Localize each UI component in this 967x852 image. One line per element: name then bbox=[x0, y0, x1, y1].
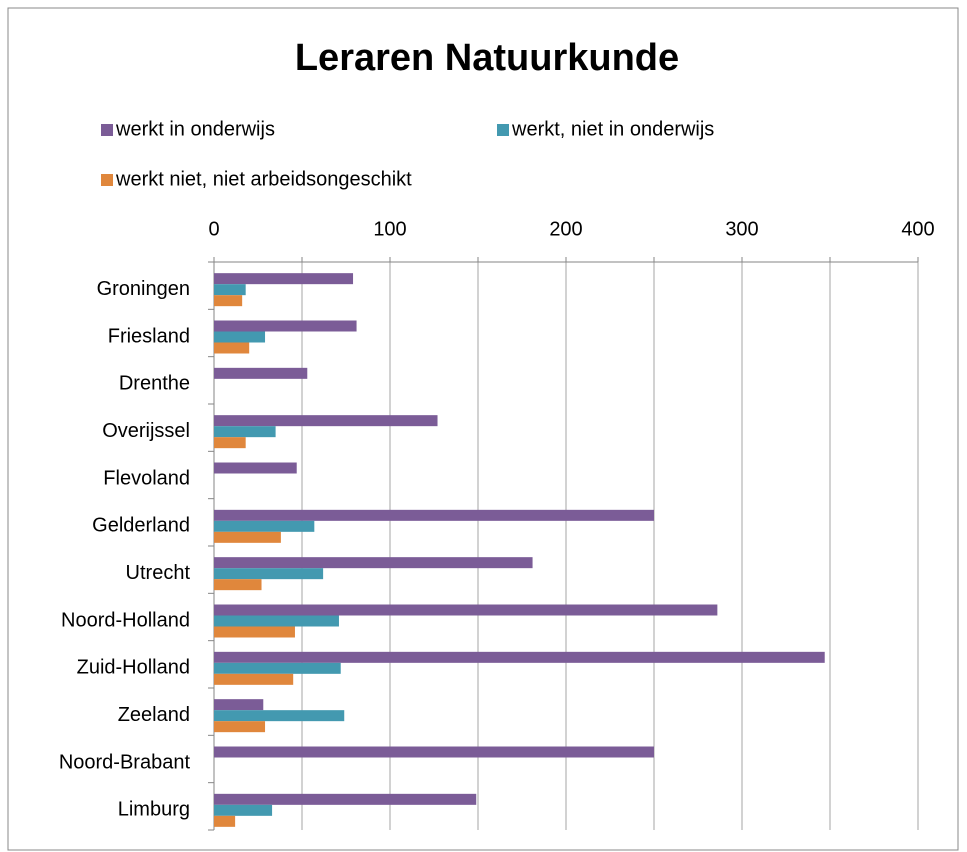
y-tick-label: Zeeland bbox=[118, 704, 190, 726]
bar bbox=[214, 284, 246, 296]
bar bbox=[214, 320, 357, 332]
y-tick-label: Zuid-Holland bbox=[77, 657, 190, 679]
legend-label: werkt niet, niet arbeidsongeschikt bbox=[115, 168, 412, 190]
bar bbox=[214, 462, 297, 474]
bar bbox=[214, 509, 654, 521]
bar bbox=[214, 426, 276, 438]
y-tick-label: Friesland bbox=[108, 325, 190, 347]
bar bbox=[214, 710, 345, 722]
bar bbox=[214, 342, 250, 354]
x-tick-label: 100 bbox=[373, 218, 406, 240]
bar bbox=[214, 415, 438, 427]
bar bbox=[214, 815, 236, 827]
bar bbox=[214, 531, 281, 543]
bar bbox=[214, 626, 295, 638]
legend-label: werkt in onderwijs bbox=[115, 118, 275, 140]
bar bbox=[214, 273, 354, 285]
legend-swatch bbox=[101, 174, 113, 186]
bar bbox=[214, 673, 294, 685]
bar bbox=[214, 662, 341, 674]
chart-title: Leraren Natuurkunde bbox=[295, 37, 679, 79]
bar bbox=[214, 699, 264, 711]
y-tick-label: Drenthe bbox=[119, 373, 190, 395]
bar bbox=[214, 651, 825, 663]
bar bbox=[214, 579, 262, 591]
bar bbox=[214, 331, 266, 343]
y-tick-label: Noord-Holland bbox=[61, 609, 190, 631]
x-tick-label: 200 bbox=[549, 218, 582, 240]
bar bbox=[214, 804, 273, 816]
y-tick-label: Flevoland bbox=[103, 467, 190, 489]
y-tick-label: Overijssel bbox=[102, 420, 190, 442]
bar bbox=[214, 604, 718, 616]
x-tick-label: 0 bbox=[208, 218, 219, 240]
bar bbox=[214, 557, 533, 569]
bar bbox=[214, 746, 654, 758]
legend-label: werkt, niet in onderwijs bbox=[511, 118, 714, 140]
chart-frame bbox=[7, 7, 959, 851]
bar bbox=[214, 437, 246, 449]
bar bbox=[214, 615, 339, 627]
bar bbox=[214, 367, 308, 379]
bar bbox=[214, 793, 477, 805]
y-tick-label: Noord-Brabant bbox=[59, 751, 191, 773]
legend-swatch bbox=[497, 124, 509, 136]
bar bbox=[214, 520, 315, 532]
y-tick-label: Limburg bbox=[118, 799, 190, 821]
bar bbox=[214, 568, 324, 580]
bar bbox=[214, 721, 266, 733]
y-tick-label: Gelderland bbox=[92, 515, 190, 537]
y-tick-label: Groningen bbox=[97, 278, 190, 300]
y-tick-label: Utrecht bbox=[126, 562, 191, 584]
bar bbox=[214, 295, 243, 307]
legend-swatch bbox=[101, 124, 113, 136]
x-tick-label: 300 bbox=[725, 218, 758, 240]
x-tick-label: 400 bbox=[901, 218, 934, 240]
